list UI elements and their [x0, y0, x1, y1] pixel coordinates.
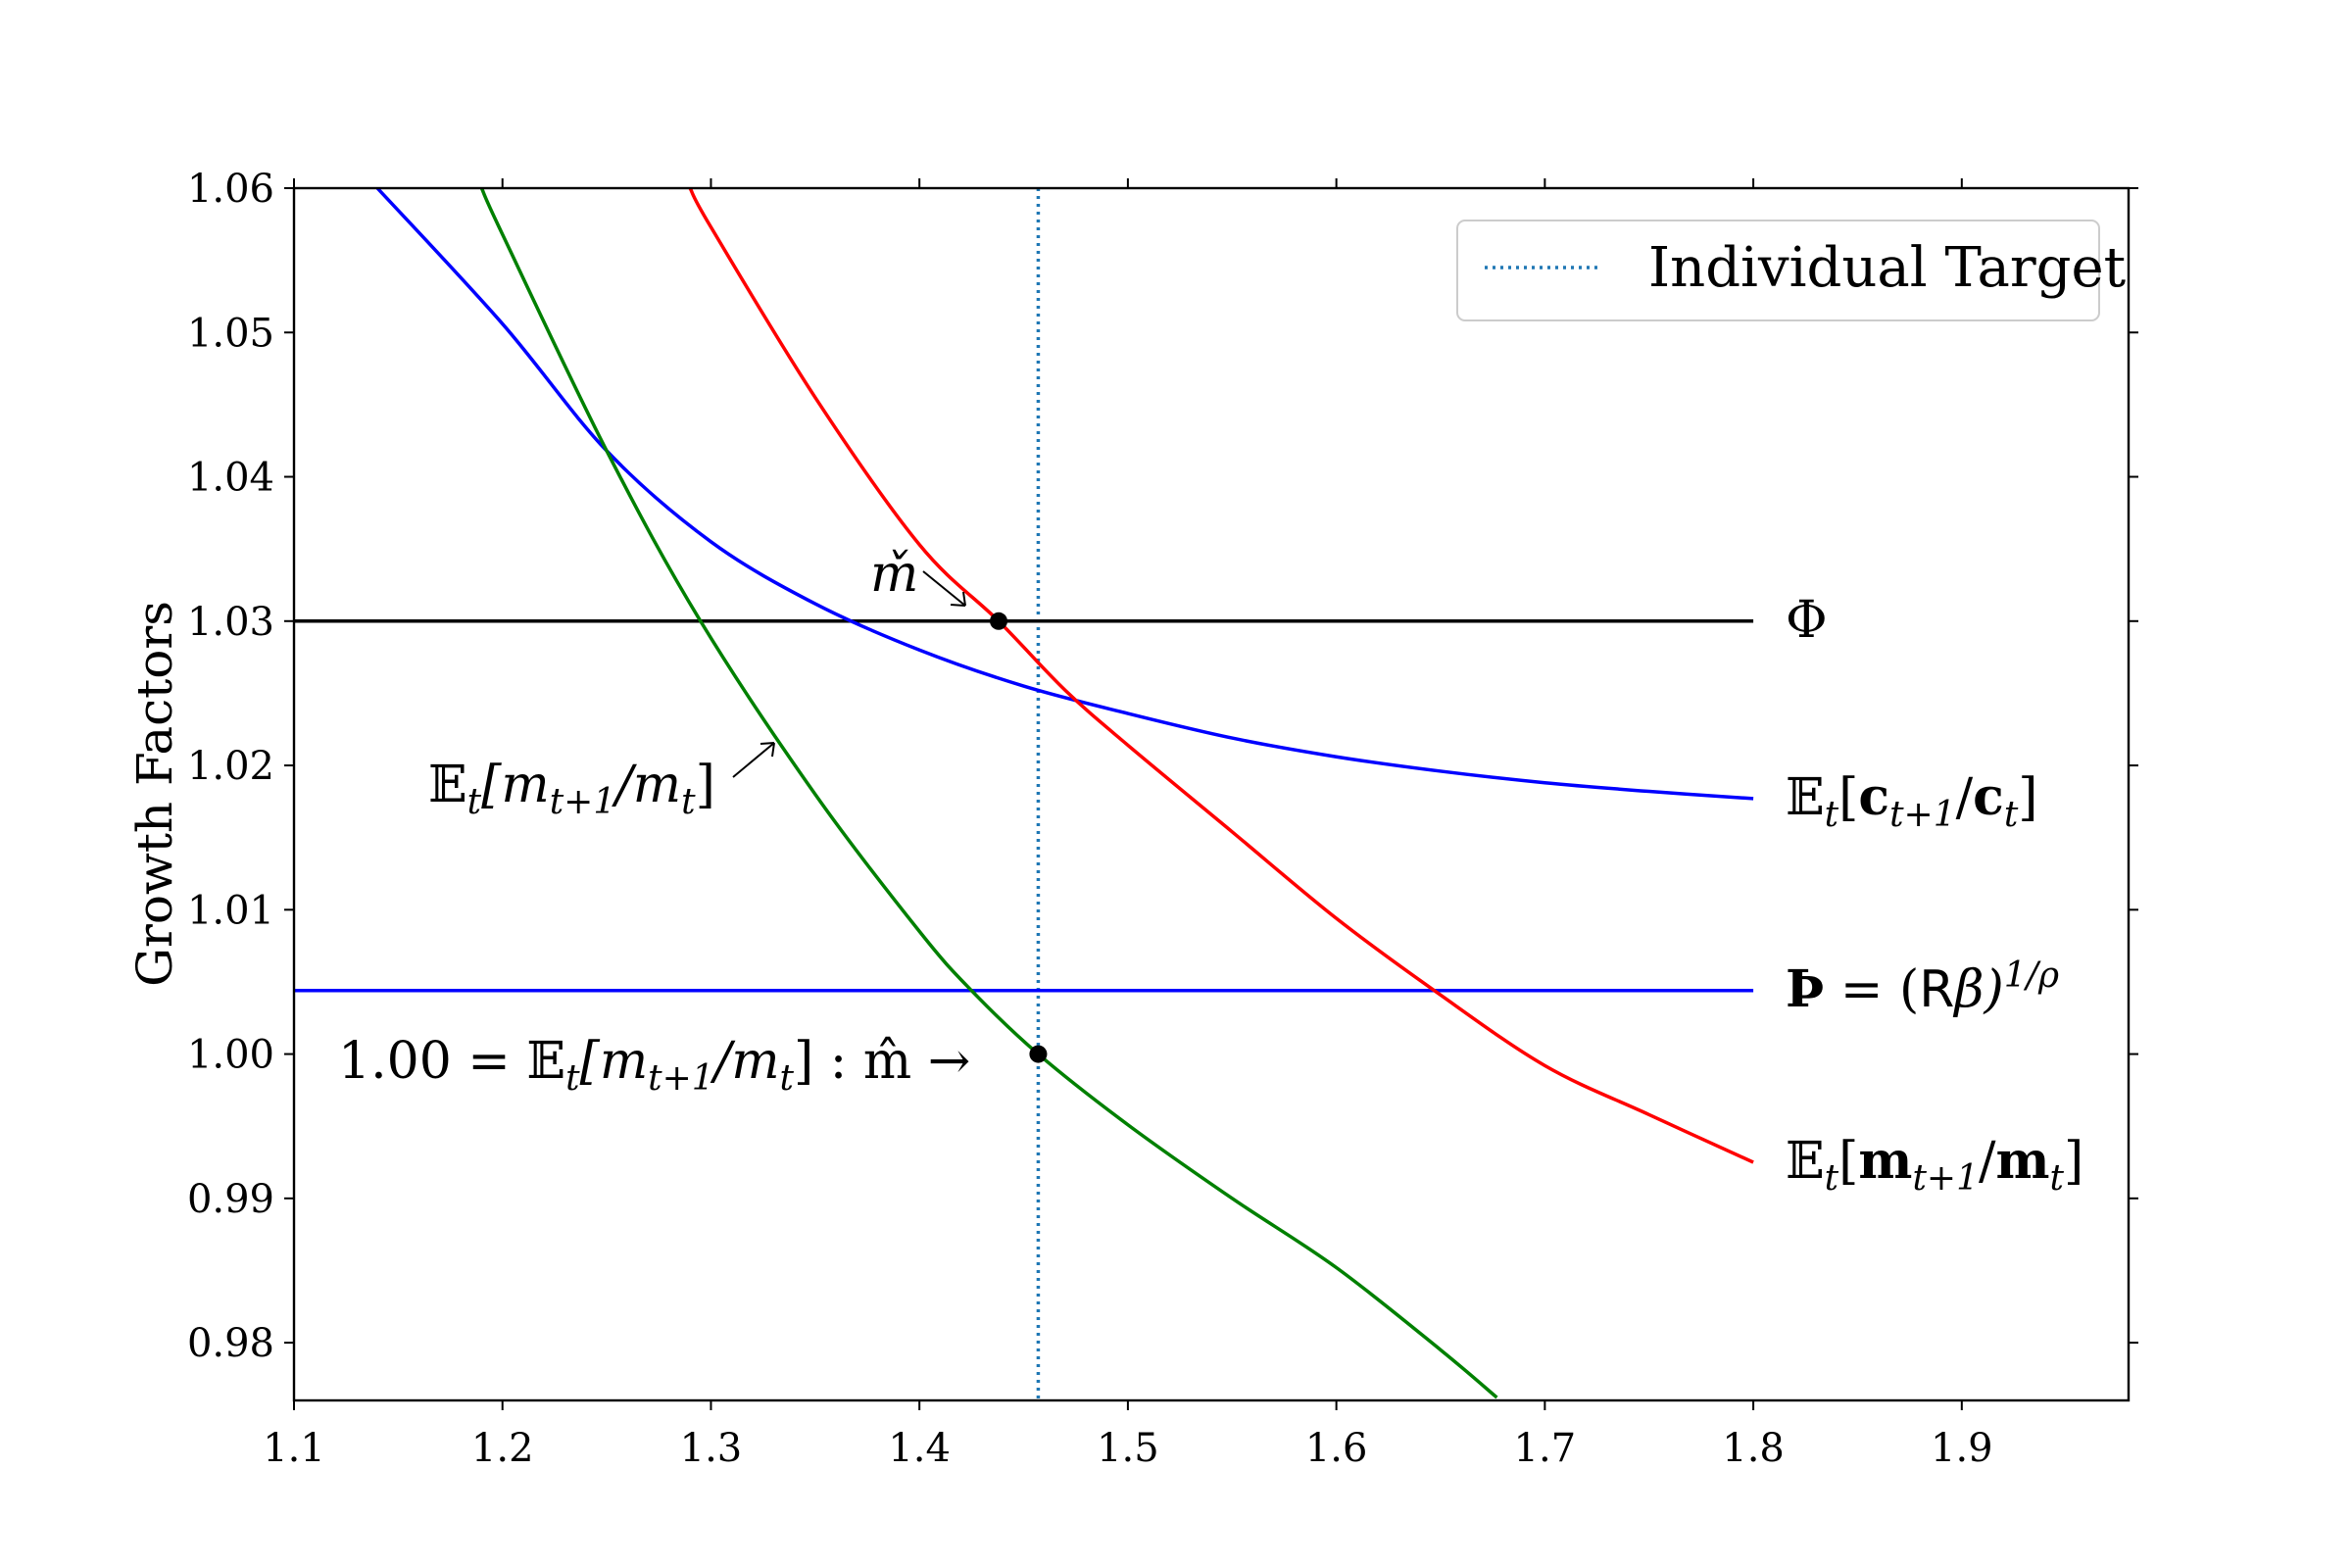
x-tick-label: 1.6 — [1305, 1426, 1368, 1471]
m-check-arrow — [922, 570, 966, 607]
series-line-market_resources_bold — [688, 188, 1754, 1164]
label-part: 𝔼 — [1786, 1132, 1825, 1191]
label-part: c — [1858, 767, 1889, 827]
y-axis-label: Growth Factors — [126, 601, 183, 987]
label-part: R — [1919, 960, 1954, 1019]
x-tick-label: 1.5 — [1097, 1426, 1159, 1471]
series-line-consumption — [375, 188, 1754, 801]
legend: Individual Target — [1456, 220, 2127, 321]
legend-box — [1456, 220, 2100, 321]
label-part: c — [1973, 767, 2004, 827]
curve-label-market_resources_bold: 𝔼t[mt+1/mt] — [1786, 1131, 2083, 1199]
y-tick-label: 1.01 — [187, 888, 274, 933]
label-part: β) — [1952, 960, 2003, 1019]
annotations: m̌ 𝔼t[mt+1/mt] 1.00 = 𝔼t[mt+1/mt] : m̂ → — [338, 545, 970, 1099]
label-part: t — [467, 782, 482, 822]
label-part: t+1 — [1889, 795, 1956, 835]
label-part: m — [1996, 1131, 2050, 1191]
label-part: ] — [2064, 1132, 2083, 1191]
x-tick-label: 1.2 — [471, 1426, 534, 1471]
curve-label-patience: Þ = (Rβ)1/ρ — [1786, 956, 2059, 1019]
curve-labels: Φ𝔼t[ct+1/ct]Þ = (Rβ)1/ρ𝔼t[mt+1/mt] — [1786, 591, 2083, 1199]
points-layer — [990, 612, 1048, 1063]
curve-label-consumption: 𝔼t[ct+1/ct] — [1786, 767, 2038, 835]
y-tick-label: 1.05 — [187, 311, 274, 356]
x-tick-label: 1.7 — [1514, 1426, 1577, 1471]
legend-label-individual-target: Individual Target — [1648, 236, 2127, 300]
label-part: / — [1956, 768, 1974, 827]
label-part: Þ — [1786, 959, 1824, 1019]
label-part: [m — [580, 1032, 649, 1091]
y-tick-label: 1.04 — [187, 456, 274, 501]
label-part: /m — [611, 756, 681, 814]
label-part: m — [1858, 1131, 1912, 1191]
y-tick-labels: 0.98 0.99 1.00 1.01 1.02 1.03 1.04 1.05 1.06 — [187, 167, 274, 1366]
x-tick-label: 1.8 — [1722, 1426, 1785, 1471]
label-part: [ — [1838, 1132, 1858, 1191]
x-tick-label: 1.3 — [680, 1426, 743, 1471]
label-part: 1/ρ — [2004, 956, 2059, 996]
y-tick-label: 1.00 — [187, 1033, 274, 1078]
label-part: 𝔼 — [1786, 768, 1825, 827]
y-tick-label: 1.02 — [187, 744, 274, 789]
y-tick-label: 1.03 — [187, 600, 274, 645]
label-part: Φ — [1786, 591, 1828, 650]
label-part: t — [2004, 795, 2019, 835]
point-m-check — [990, 612, 1008, 630]
m-check-annotation: m̌ — [870, 545, 918, 604]
m-hat-annotation: 1.00 = 𝔼t[mt+1/mt] : m̂ → — [338, 1032, 970, 1099]
green-curve-arrow — [732, 742, 775, 778]
label-part: ] — [696, 756, 715, 814]
label-part: t — [2050, 1158, 2065, 1199]
label-part: 𝔼 — [428, 756, 467, 814]
x-tick-label: 1.1 — [263, 1426, 325, 1471]
label-part: 1.00 = — [338, 1032, 526, 1091]
series-line-market_resources — [479, 188, 1498, 1399]
label-part: ] — [2018, 768, 2037, 827]
label-part: t+1 — [648, 1058, 714, 1099]
y-tick-label: 1.06 — [187, 167, 274, 212]
curve-label-phi: Φ — [1786, 591, 1828, 650]
label-part: t — [780, 1058, 795, 1099]
y-tick-label: 0.99 — [187, 1177, 274, 1222]
plot-frame — [292, 186, 2131, 1402]
y-tick-label: 0.98 — [187, 1321, 274, 1366]
label-part: ] : m̂ → — [794, 1032, 970, 1091]
label-part: /m — [710, 1032, 780, 1091]
label-part: t+1 — [550, 782, 616, 822]
axis-ticks — [284, 178, 2138, 1410]
x-tick-label: 1.9 — [1931, 1426, 1993, 1471]
label-part: t+1 — [1912, 1158, 1979, 1199]
label-part: t — [565, 1058, 580, 1099]
green-curve-annotation: 𝔼t[mt+1/mt] — [428, 756, 715, 822]
label-part: 𝔼 — [526, 1032, 565, 1091]
label-part: [ — [1838, 768, 1858, 827]
x-tick-label: 1.4 — [888, 1426, 951, 1471]
label-part: = ( — [1824, 960, 1919, 1019]
label-part: t — [1825, 1158, 1839, 1199]
label-part: / — [1979, 1132, 1996, 1191]
point-m-hat — [1029, 1045, 1048, 1063]
label-part: t — [1825, 795, 1839, 835]
x-tick-labels: 1.1 1.2 1.3 1.4 1.5 1.6 1.7 1.8 1.9 — [263, 1426, 1992, 1471]
label-part: t — [681, 782, 696, 822]
label-part: [m — [481, 756, 550, 814]
series-layer — [294, 188, 1754, 1400]
